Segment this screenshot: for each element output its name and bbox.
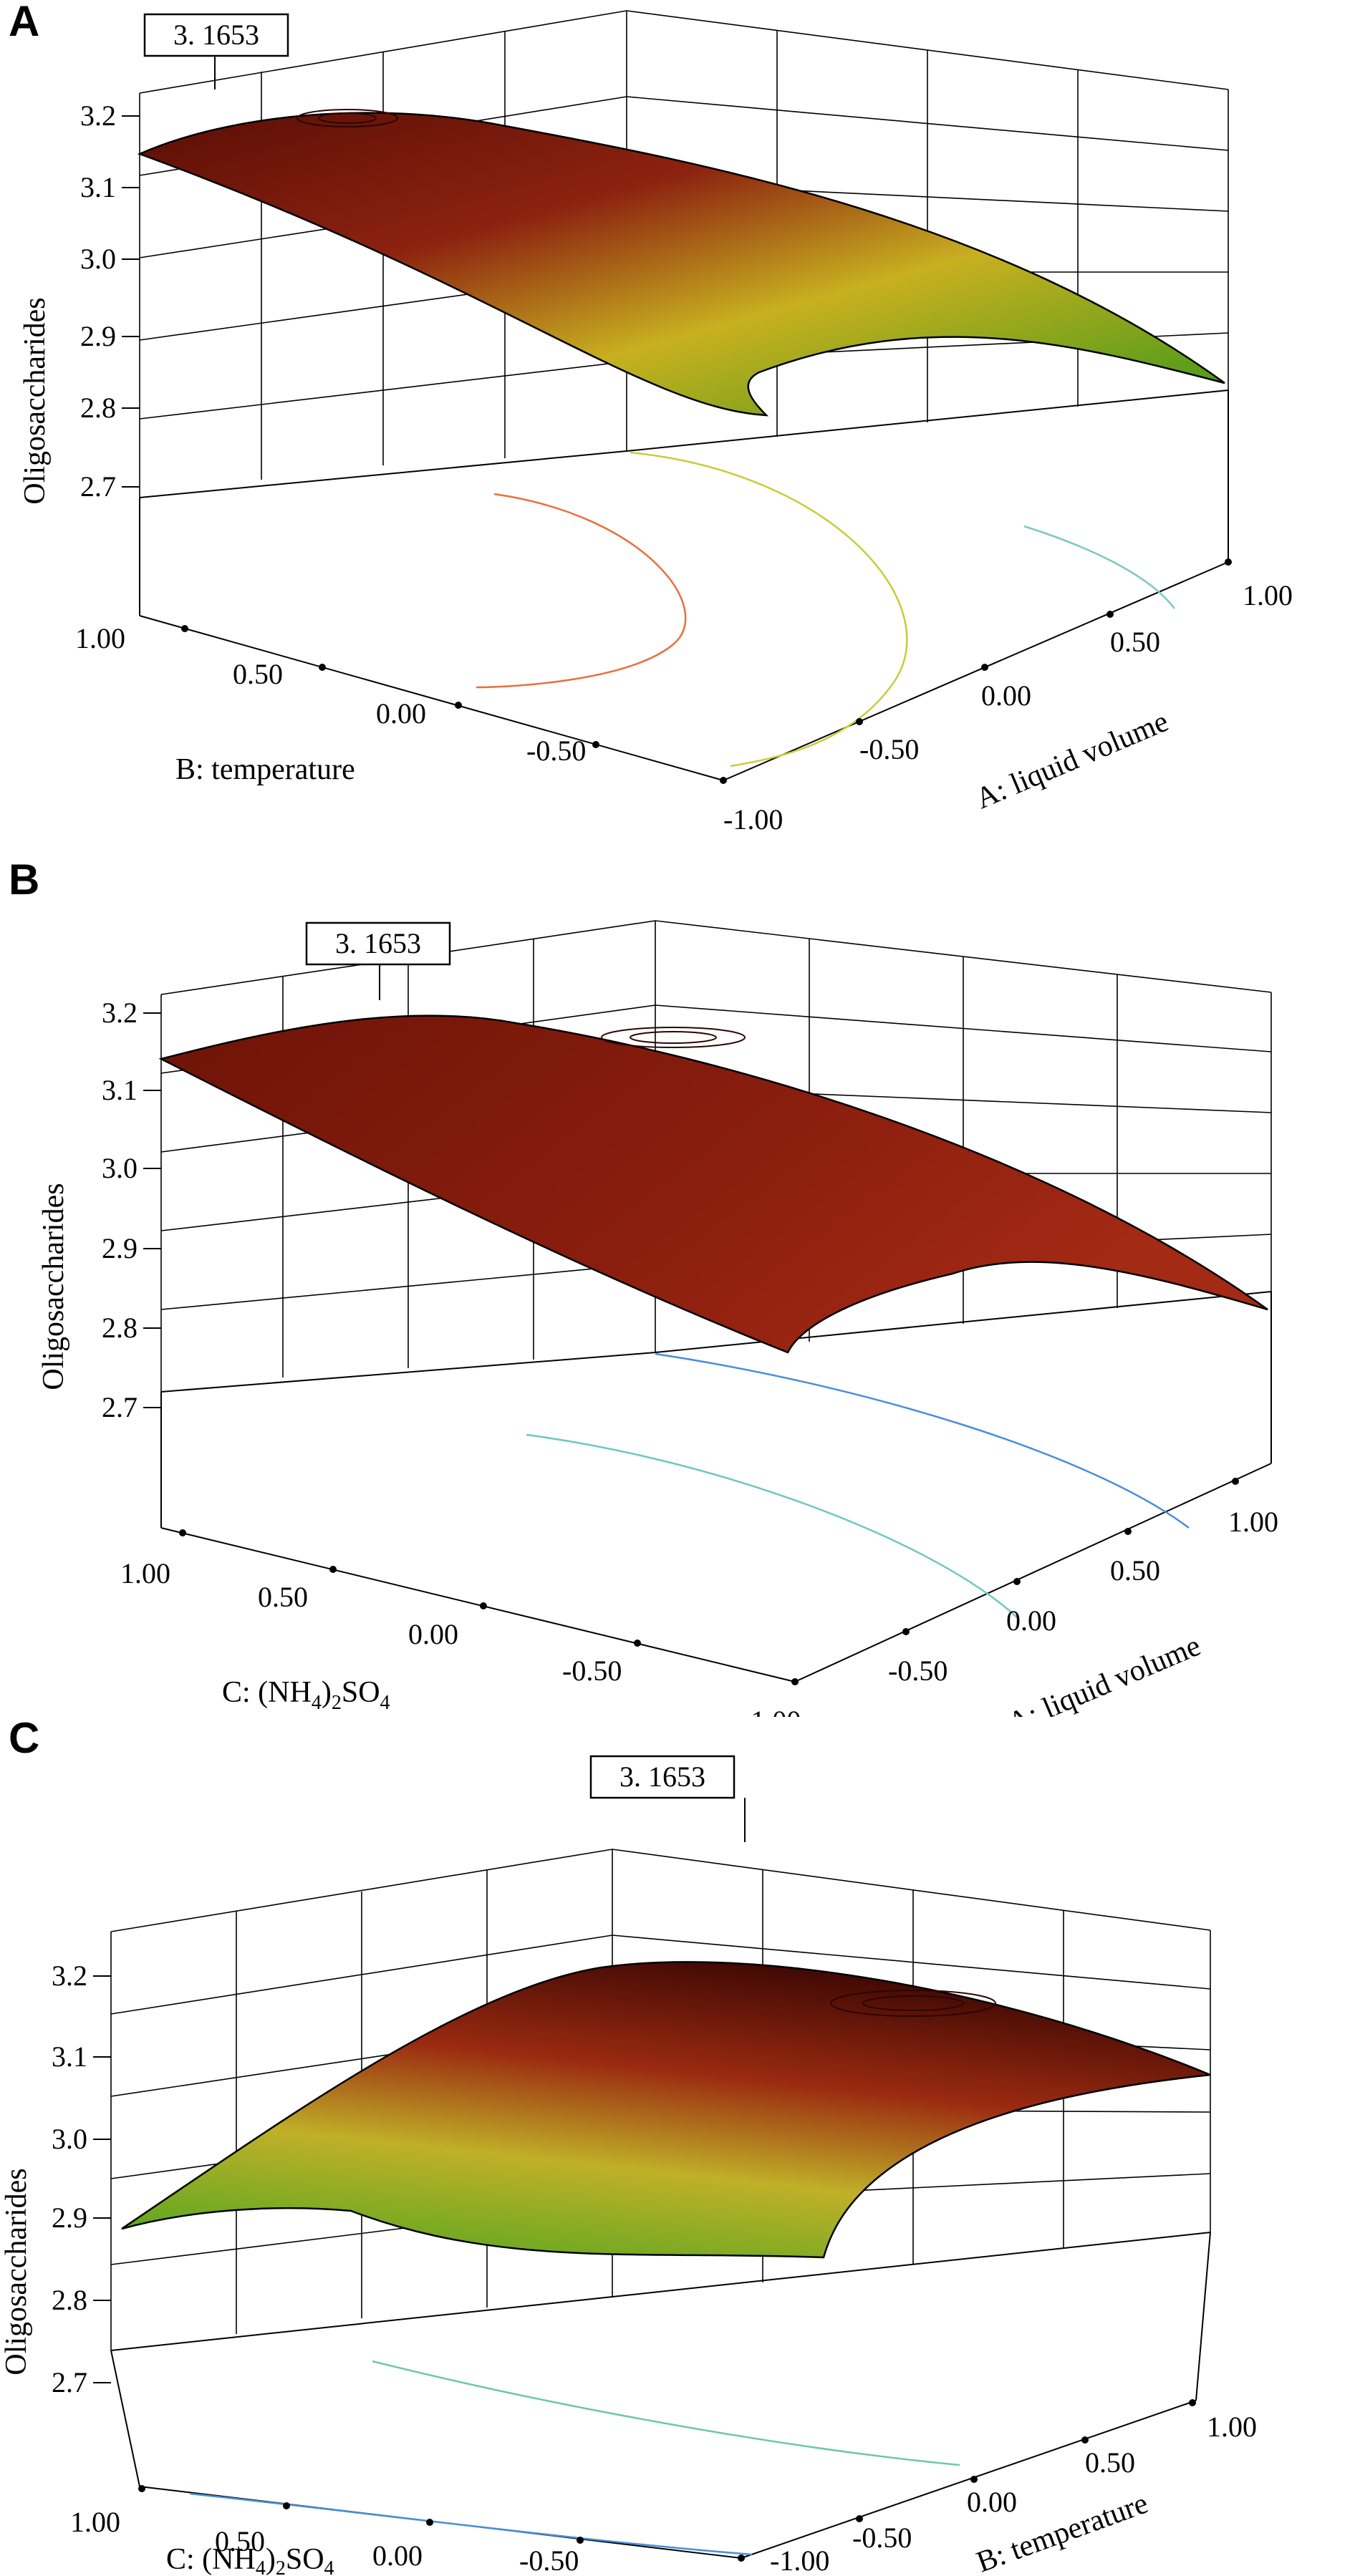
surface-b (158, 1015, 1268, 1354)
contour-c-2 (189, 2492, 753, 2556)
ztick-a-4: 3.0 (80, 243, 116, 275)
xticks-c: -1.00 -0.50 0.00 0.50 1.00 (738, 2399, 1257, 2575)
zticks-a: 3.2 3.1 3.0 2.9 2.8 2.7 (80, 100, 140, 503)
contour-b-2 (655, 1352, 1190, 1529)
zlabel-b: Oligosaccharides (37, 1183, 70, 1390)
zticks-c: 3.2 3.1 3.0 2.9 2.8 2.7 (52, 1960, 111, 2398)
chart-b: 3.2 3.1 3.0 2.9 2.8 2.7 Oligosaccharides… (37, 920, 1278, 1717)
contour-a-3 (1023, 525, 1175, 609)
ztick-b-6: 3.2 (102, 997, 138, 1029)
ytick-b-4: -0.50 (562, 1655, 622, 1687)
ztick-c-3: 2.9 (52, 2202, 87, 2234)
ztick-a-3: 2.9 (80, 320, 116, 352)
floor-a (139, 389, 1229, 781)
ztick-b-1: 2.7 (102, 1391, 138, 1423)
xtick-b-1: -1.00 (741, 1705, 801, 1717)
ytick-b-3: 0.00 (408, 1618, 458, 1650)
chart-a: 3.2 3.1 3.0 2.9 2.8 2.7 Oligosaccharides… (19, 10, 1293, 836)
ylabel-a: B: temperature (175, 753, 355, 786)
xtick-c-2: -0.50 (852, 2522, 912, 2554)
xtick-a-3: 0.00 (981, 679, 1031, 712)
surface-c (121, 1961, 1211, 2259)
annotation-a: 3. 1653 (143, 13, 289, 89)
panel-label-c: C (9, 1714, 40, 1762)
ztick-c-4: 3.0 (52, 2123, 87, 2155)
xlabel-b: A: liquid volume (1003, 1630, 1205, 1717)
annotation-c: 3. 1653 (589, 1755, 746, 1842)
xlabel-a: A: liquid volume (971, 705, 1173, 815)
yticks-c: 1.00 0.50 0.00 -0.50 (70, 2485, 584, 2575)
panel-label-b: B (9, 856, 40, 904)
xtick-b-3: 0.00 (1006, 1604, 1056, 1637)
zlabel-c: Oligosaccharides (0, 2168, 33, 2375)
surface-a (137, 112, 1225, 417)
ztick-b-2: 2.8 (102, 1312, 138, 1344)
contour-a-1 (476, 493, 687, 689)
yticks-b: 1.00 0.50 0.00 -0.50 (120, 1529, 641, 1687)
annotation-text-c: 3. 1653 (619, 1761, 705, 1793)
xticks-b: -1.00 -0.50 0.00 0.50 1.00 (741, 1478, 1278, 1717)
ztick-a-1: 2.7 (80, 470, 116, 503)
ytick-a-4: -0.50 (526, 735, 586, 767)
xtick-c-1: -1.00 (770, 2544, 829, 2575)
xtick-a-2: -0.50 (859, 733, 919, 765)
ztick-a-2: 2.8 (80, 392, 116, 424)
xtick-a-4: 0.50 (1110, 626, 1160, 658)
panel-b: B (0, 856, 1355, 1718)
ztick-c-2: 2.8 (52, 2284, 87, 2316)
grid-a (139, 10, 1229, 498)
ytick-b-2: 0.50 (258, 1581, 308, 1613)
xtick-c-4: 0.50 (1085, 2446, 1135, 2479)
annotation-text-a: 3. 1653 (173, 19, 259, 51)
panel-c: C (0, 1714, 1355, 2576)
ytick-b-1: 1.00 (120, 1557, 170, 1589)
ytick-c-2: 0.50 (215, 2525, 265, 2557)
ztick-a-5: 3.1 (80, 171, 116, 203)
ztick-a-6: 3.2 (80, 100, 116, 132)
ytick-a-2: 0.50 (233, 658, 283, 690)
floor-c (110, 2232, 1211, 2559)
ztick-b-5: 3.1 (102, 1074, 138, 1106)
ylabel-b: C: (NH4)2SO4 (222, 1676, 390, 1714)
panel-a: A (0, 0, 1355, 858)
xticks-a: -1.00 -0.50 0.00 0.50 1.00 (720, 558, 1293, 836)
ylabel-c: C: (NH4)2SO4 (166, 2543, 334, 2575)
contour-c-1 (372, 2360, 960, 2466)
contour-b-1 (526, 1433, 1018, 1618)
ztick-c-1: 2.7 (52, 2366, 87, 2398)
zlabel-a: Oligosaccharides (19, 297, 52, 504)
grid-b (160, 920, 1272, 1392)
ytick-c-4: -0.50 (519, 2544, 579, 2575)
xtick-c-3: 0.00 (967, 2486, 1017, 2518)
annotation-text-b: 3. 1653 (335, 927, 421, 959)
ztick-b-3: 2.9 (102, 1232, 138, 1264)
annotation-b: 3. 1653 (305, 921, 451, 1000)
floor-b (160, 1291, 1272, 1682)
xtick-a-5: 1.00 (1243, 579, 1293, 611)
ytick-a-1: 1.00 (75, 622, 125, 654)
ytick-c-1: 1.00 (70, 2506, 120, 2538)
xtick-c-5: 1.00 (1207, 2411, 1257, 2443)
ytick-a-3: 0.00 (376, 697, 426, 730)
xtick-b-5: 1.00 (1228, 1506, 1278, 1538)
xtick-b-2: -0.50 (888, 1655, 947, 1687)
panel-label-a: A (9, 0, 40, 45)
xtick-a-1: -1.00 (723, 803, 783, 836)
zticks-b: 3.2 3.1 3.0 2.9 2.8 2.7 (102, 997, 161, 1423)
ztick-c-6: 3.2 (52, 1960, 87, 1992)
ytick-c-3: 0.00 (372, 2539, 423, 2572)
xtick-b-4: 0.50 (1110, 1554, 1160, 1587)
ztick-c-5: 3.1 (52, 2040, 87, 2073)
chart-c: 3.2 3.1 3.0 2.9 2.8 2.7 Oligosaccharides… (0, 1755, 1257, 2575)
contour-a-2 (630, 451, 908, 768)
ztick-b-4: 3.0 (102, 1152, 138, 1184)
yticks-a: 1.00 0.50 0.00 -0.50 (75, 622, 599, 767)
